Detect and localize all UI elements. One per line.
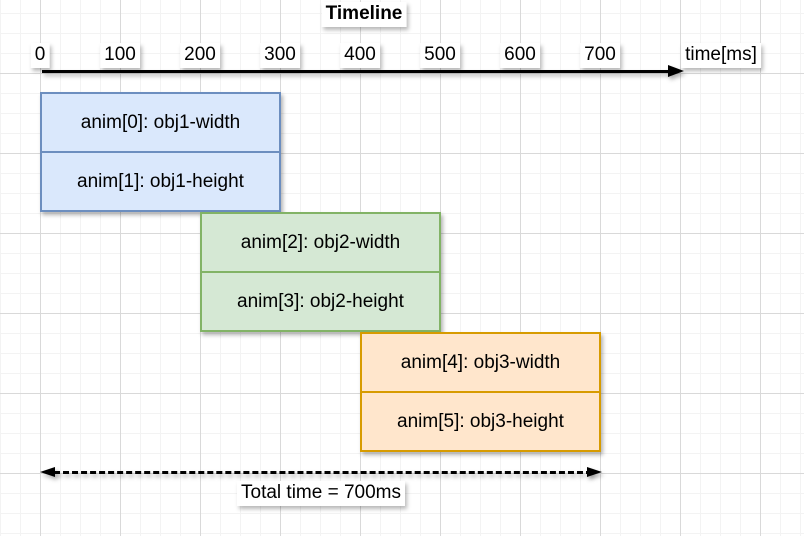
axis-unit-label: time[ms] (681, 43, 761, 68)
time-axis-line (42, 70, 670, 73)
anim-group-obj3: anim[4]: obj3-width anim[5]: obj3-height (360, 332, 601, 452)
axis-tick-300: 300 (260, 43, 300, 68)
axis-tick-400: 400 (340, 43, 380, 68)
axis-tick-100: 100 (100, 43, 140, 68)
anim-bar-obj1-width: anim[0]: obj1-width (42, 94, 279, 153)
axis-tick-200: 200 (180, 43, 220, 68)
anim-group-obj1: anim[0]: obj1-width anim[1]: obj1-height (40, 92, 281, 212)
axis-tick-600: 600 (500, 43, 540, 68)
axis-tick-500: 500 (420, 43, 460, 68)
anim-group-obj2: anim[2]: obj2-width anim[3]: obj2-height (200, 212, 441, 332)
total-time-label: Total time = 700ms (237, 481, 405, 506)
time-axis-arrowhead-icon (668, 65, 684, 77)
anim-bar-obj2-width: anim[2]: obj2-width (202, 214, 439, 273)
anim-bar-obj3-width: anim[4]: obj3-width (362, 334, 599, 393)
anim-bar-obj3-height: anim[5]: obj3-height (397, 410, 564, 432)
diagram-title: Timeline (321, 2, 407, 27)
total-arrow-right-arrowhead-icon (587, 467, 602, 477)
anim-bar-obj1-height: anim[1]: obj1-height (77, 170, 244, 192)
total-time-arrow-line (54, 471, 592, 474)
anim-bar-obj2-height: anim[3]: obj2-height (237, 290, 404, 312)
axis-tick-0: 0 (30, 43, 50, 68)
total-arrow-left-arrowhead-icon (40, 467, 55, 477)
axis-tick-700: 700 (580, 43, 620, 68)
